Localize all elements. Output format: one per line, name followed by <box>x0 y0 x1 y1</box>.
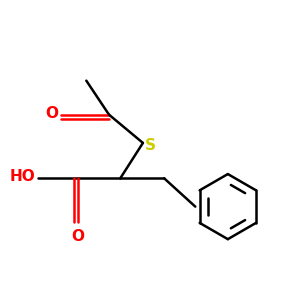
Text: O: O <box>45 106 58 121</box>
Text: HO: HO <box>10 169 35 184</box>
Text: S: S <box>145 138 156 153</box>
Text: O: O <box>71 229 84 244</box>
